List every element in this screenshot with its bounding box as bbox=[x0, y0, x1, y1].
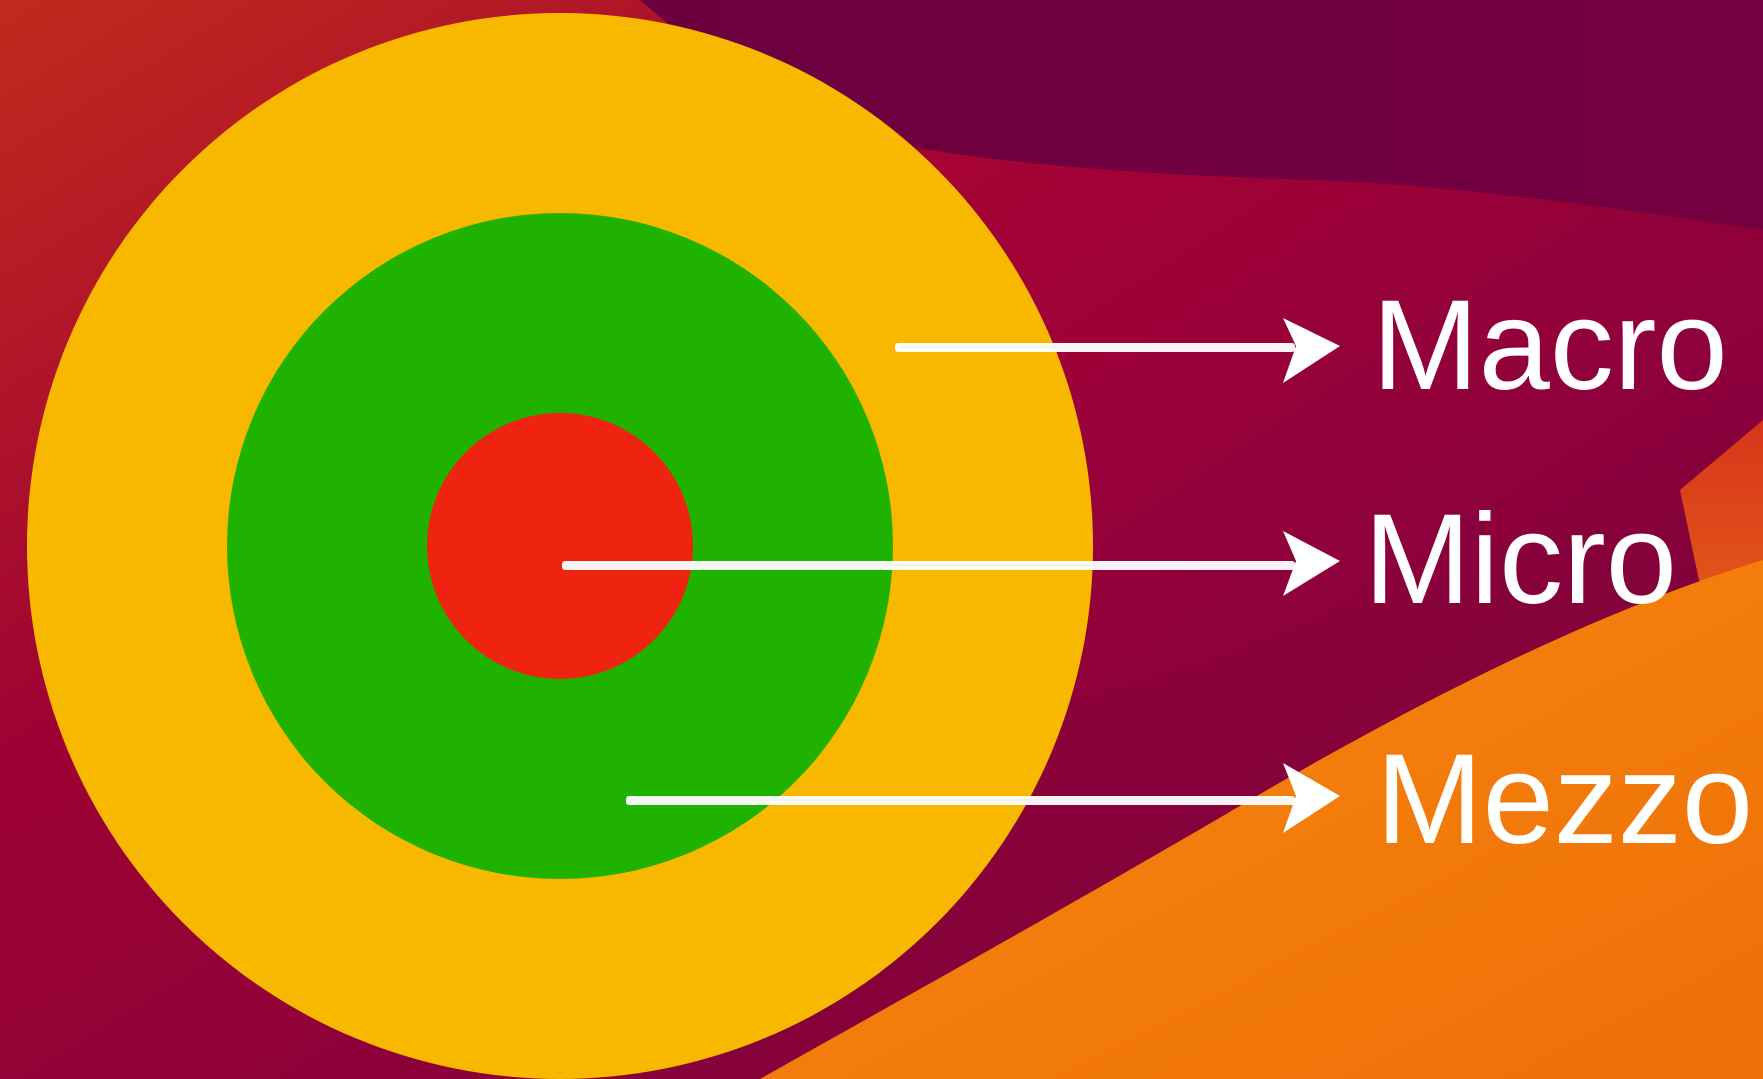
arrow-to-macro bbox=[895, 318, 1340, 383]
label-micro: Micro bbox=[1364, 488, 1677, 631]
background-purple-region bbox=[640, 0, 1763, 230]
label-mezzo: Mezzo bbox=[1376, 728, 1753, 871]
arrow-to-micro bbox=[562, 531, 1340, 596]
background-orange-region bbox=[760, 560, 1763, 1079]
background-orange-red-patch bbox=[1680, 420, 1763, 585]
micro-inner-circle bbox=[427, 413, 693, 679]
label-macro: Macro bbox=[1372, 274, 1728, 417]
arrows bbox=[562, 318, 1340, 833]
arrow-to-mezzo bbox=[626, 763, 1340, 833]
background-red-band bbox=[900, 150, 1763, 720]
